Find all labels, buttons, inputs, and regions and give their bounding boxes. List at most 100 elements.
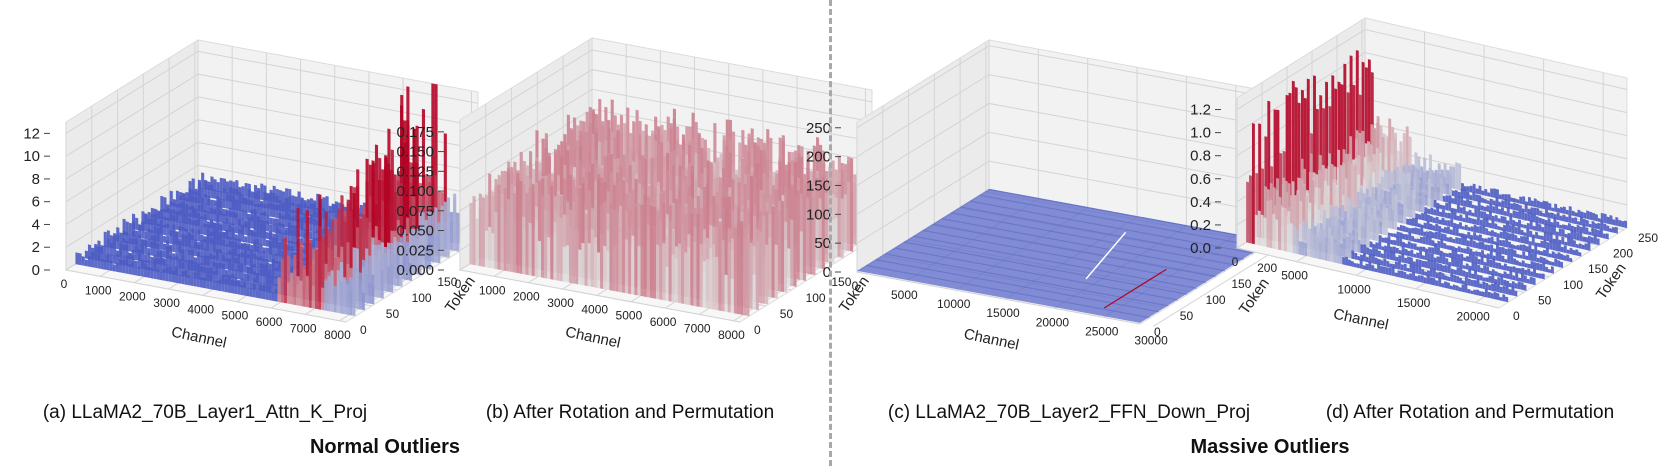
surface-strip	[1513, 249, 1517, 258]
surface-strip	[260, 203, 264, 216]
surface-strip	[249, 281, 253, 290]
surface-strip	[272, 224, 276, 233]
surface-strip	[1432, 217, 1436, 224]
surface-strip	[1369, 241, 1373, 248]
surface-strip	[1520, 235, 1524, 244]
surface-strip	[1402, 233, 1406, 240]
surface-strip	[1565, 216, 1569, 223]
surface-strip	[649, 205, 653, 299]
surface-strip	[1587, 235, 1591, 244]
surface-strip	[1543, 239, 1547, 249]
surface-strip	[243, 255, 247, 274]
surface-strip	[1459, 259, 1463, 269]
surface-strip	[1435, 223, 1439, 232]
surface-strip	[1444, 220, 1448, 226]
surface-strip	[213, 209, 217, 222]
surface-strip	[168, 265, 172, 283]
surface-strip	[222, 187, 226, 201]
surface-strip	[1438, 219, 1442, 225]
surface-strip	[1498, 262, 1502, 270]
surface-strip	[269, 224, 273, 233]
surface-strip	[809, 183, 813, 275]
surface-strip	[762, 232, 766, 304]
surface-strip	[1540, 250, 1544, 256]
surface-strip	[1446, 237, 1450, 242]
surface-strip	[522, 216, 526, 275]
z-tick-label: 100	[806, 206, 831, 223]
surface-strip	[1462, 265, 1466, 270]
surface-strip	[1473, 231, 1477, 241]
surface-strip	[1499, 239, 1503, 247]
surface-strip	[1422, 246, 1426, 253]
surface-strip	[1554, 258, 1558, 267]
surface-strip	[1378, 241, 1382, 250]
surface-strip	[584, 213, 588, 287]
surface-strip	[268, 246, 272, 263]
surface-strip	[674, 258, 678, 303]
surface-strip	[1387, 243, 1391, 252]
surface-strip	[162, 250, 166, 259]
surface-strip	[1436, 186, 1440, 201]
surface-strip	[215, 267, 219, 284]
surface-strip	[241, 194, 245, 212]
surface-strip	[1550, 212, 1554, 220]
surface-strip	[244, 196, 248, 213]
surface-strip	[1439, 177, 1443, 202]
surface-strip	[184, 237, 188, 255]
surface-strip	[1522, 244, 1526, 252]
surface-strip	[708, 261, 713, 310]
x-tick-label: 8000	[718, 328, 745, 342]
surface-strip	[1609, 227, 1613, 233]
surface-strip	[1357, 239, 1361, 253]
surface-strip	[1427, 208, 1431, 215]
surface-strip	[228, 261, 232, 278]
surface-strip	[699, 243, 703, 308]
surface-strip	[309, 214, 313, 233]
surface-strip	[1484, 238, 1488, 243]
y-tick-label: 0	[754, 323, 761, 337]
surface-strip	[846, 181, 851, 252]
surface-strip	[265, 231, 270, 240]
surface-strip	[1614, 226, 1618, 234]
surface-strip	[122, 259, 126, 274]
surface-strip	[226, 181, 230, 194]
surface-strip	[374, 257, 378, 298]
surface-strip	[662, 242, 666, 301]
surface-strip	[1536, 200, 1540, 208]
surface-strip	[1531, 236, 1535, 246]
surface-strip	[1503, 271, 1507, 279]
surface-strip	[1399, 232, 1403, 240]
surface-strip	[1539, 256, 1543, 264]
surface-strip	[634, 206, 638, 296]
surface-strip	[509, 199, 513, 273]
surface-strip	[1495, 262, 1499, 269]
surface-strip	[1478, 234, 1482, 242]
surface-strip	[687, 251, 691, 306]
surface-strip	[181, 214, 185, 232]
surface-strip	[240, 284, 244, 296]
surface-strip	[1449, 236, 1453, 243]
surface-strip	[1529, 276, 1533, 285]
surface-strip	[216, 181, 220, 193]
surface-strip	[1589, 211, 1593, 220]
x-tick-label: 5000	[616, 309, 643, 323]
surface-strip	[1504, 258, 1508, 264]
surface-strip	[191, 234, 195, 249]
surface-strip	[219, 210, 223, 223]
surface-strip	[209, 274, 213, 290]
surface-strip	[1466, 240, 1470, 247]
z-tick-label: 0.050	[396, 223, 434, 240]
surface-strip	[1443, 233, 1447, 242]
surface-strip	[456, 215, 460, 252]
surface-strip	[1603, 213, 1607, 224]
surface-strip	[1410, 242, 1414, 250]
surface-strip	[1414, 227, 1418, 235]
surface-strip	[90, 251, 95, 268]
surface-strip	[640, 204, 644, 297]
surface-strip	[1564, 233, 1568, 238]
surface-strip	[727, 241, 731, 313]
surface-strip	[1565, 224, 1568, 231]
surface-strip	[1509, 270, 1513, 280]
surface-strip	[1572, 240, 1576, 248]
surface-strip	[1375, 242, 1379, 250]
